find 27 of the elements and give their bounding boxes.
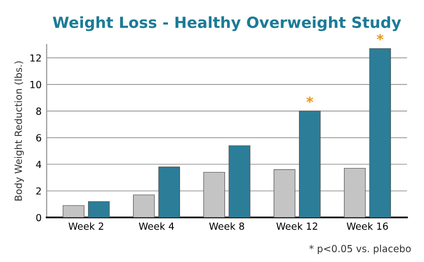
- bar: [62, 205, 84, 218]
- x-tick-label: Week 4: [138, 222, 174, 230]
- x-tick-label: Week 8: [209, 222, 244, 230]
- y-axis-title: Body Weight Reduction (lbs.): [14, 61, 24, 200]
- bar: [158, 166, 180, 218]
- bar: [369, 48, 391, 218]
- y-tick-label: 6: [36, 134, 42, 142]
- annotation: *: [376, 34, 384, 40]
- y-tick-label: 8: [36, 108, 42, 115]
- bar: [274, 169, 296, 218]
- bar: [203, 172, 226, 218]
- x-tick-label: Week 16: [346, 222, 388, 230]
- y-tick-label: 0: [36, 214, 42, 222]
- y-tick-label: 12: [30, 54, 41, 62]
- bar: [344, 168, 366, 218]
- bar: [88, 201, 110, 218]
- chart-title: Weight Loss - Healthy Overweight Study: [52, 16, 402, 32]
- annotation: *: [306, 96, 314, 103]
- text: * p<0.05 vs. placebo: [309, 244, 411, 254]
- x-tick-label: Week 2: [68, 222, 104, 230]
- y-tick-label: 4: [36, 160, 42, 168]
- y-tick-label: 10: [30, 80, 42, 88]
- bar: [133, 194, 155, 218]
- bar: [228, 145, 250, 218]
- y-tick-label: 2: [36, 187, 41, 195]
- x-tick-label: Week 12: [276, 222, 318, 230]
- bar: [298, 110, 321, 218]
